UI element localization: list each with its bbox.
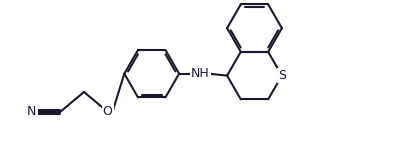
Text: S: S xyxy=(277,69,285,82)
Text: O: O xyxy=(102,105,112,118)
Text: NH: NH xyxy=(191,67,209,80)
Text: N: N xyxy=(27,105,36,118)
